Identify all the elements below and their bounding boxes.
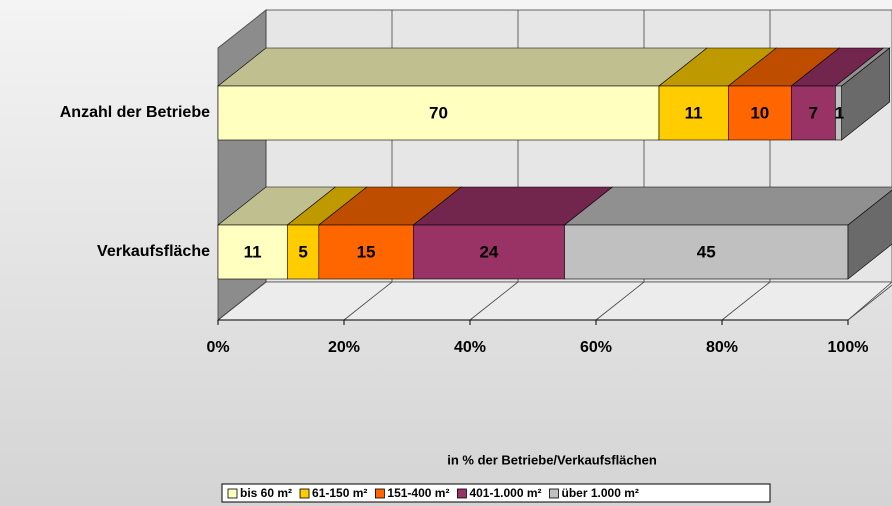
- floor-grid-line: [343, 281, 393, 321]
- x-tick-label: 100%: [828, 339, 869, 356]
- legend-swatch: [549, 488, 559, 499]
- category-label: Verkaufsfläche: [97, 243, 210, 260]
- data-label: 15: [357, 242, 376, 261]
- floor-grid-line: [595, 281, 645, 321]
- x-tick-label: 0%: [206, 339, 229, 356]
- x-tick-label: 20%: [328, 339, 360, 356]
- bar: [658, 85, 729, 141]
- bar-top: [563, 186, 892, 226]
- data-label: 10: [750, 103, 769, 122]
- bar: [217, 85, 660, 141]
- legend-label: bis 60 m²: [240, 486, 292, 500]
- bar: [286, 224, 320, 280]
- data-label: 24: [479, 242, 498, 261]
- bar-side: [841, 47, 891, 141]
- x-axis-title: in % der Betriebe/Verkaufsflächen: [447, 452, 657, 467]
- floor-grid-line: [847, 284, 892, 321]
- bar-side: [847, 189, 892, 280]
- floor-grid-line: [469, 281, 519, 321]
- data-label: 45: [697, 242, 716, 261]
- floor: [216, 281, 892, 321]
- bar-top: [217, 47, 708, 87]
- legend-box: [221, 483, 771, 503]
- legend-swatch: [457, 488, 467, 499]
- bar: [412, 224, 565, 280]
- x-tick-label: 40%: [454, 339, 486, 356]
- data-label: 70: [429, 103, 448, 122]
- data-label: 7: [809, 103, 818, 122]
- bar: [564, 224, 849, 280]
- x-tick-label: 60%: [580, 339, 612, 356]
- legend-label: 401-1.000 m²: [469, 486, 541, 500]
- bar: [318, 224, 414, 280]
- data-label: 5: [298, 242, 307, 261]
- bar: [790, 85, 836, 141]
- data-label: 11: [244, 242, 262, 261]
- legend-swatch: [375, 488, 385, 499]
- legend-label: 151-400 m²: [387, 486, 449, 500]
- legend-label: 61-150 m²: [312, 486, 367, 500]
- x-tick-label: 80%: [706, 339, 738, 356]
- floor-grid-line: [217, 281, 267, 321]
- legend-label: über 1.000 m²: [562, 486, 639, 500]
- data-label: 1: [835, 103, 844, 122]
- legend-swatch: [227, 488, 238, 499]
- legend-swatch: [299, 488, 310, 499]
- category-label: Anzahl der Betriebe: [60, 104, 210, 121]
- floor-grid-line: [721, 281, 771, 321]
- data-label: 11: [685, 103, 703, 122]
- bar: [217, 224, 288, 280]
